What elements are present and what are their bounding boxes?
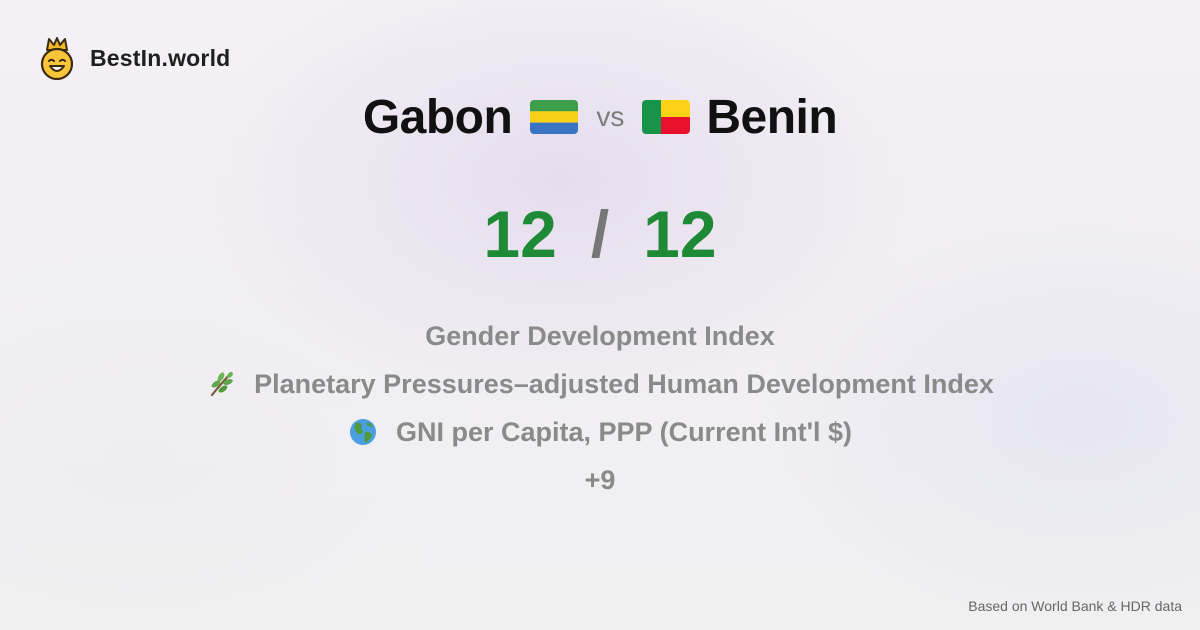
data-source-note: Based on World Bank & HDR data <box>968 598 1182 614</box>
right-score: 12 <box>643 197 717 271</box>
more-metrics-count: +9 <box>584 464 616 495</box>
right-country-name: Benin <box>706 90 838 144</box>
metric-item: GNI per Capita, PPP (Current Int'l $) <box>348 408 852 456</box>
metric-item: Planetary Pressures–adjusted Human Devel… <box>206 360 994 408</box>
metric-label: Planetary Pressures–adjusted Human Devel… <box>254 368 994 399</box>
score-separator: / <box>590 197 610 271</box>
comparison-title: Gabon vs Benin <box>0 86 1200 148</box>
benin-flag-icon <box>642 100 691 134</box>
sprig-icon <box>211 371 234 397</box>
metric-label: Gender Development Index <box>425 320 775 351</box>
brand-name: BestIn.world <box>90 44 231 71</box>
left-score: 12 <box>483 197 557 271</box>
crowned-smiley-icon <box>40 37 74 80</box>
metrics-list: Gender Development Index Planetary Press… <box>0 312 1200 504</box>
score-display: 12 / 12 <box>0 196 1200 272</box>
vs-label: vs <box>596 101 625 132</box>
metric-label: GNI per Capita, PPP (Current Int'l $) <box>396 416 852 447</box>
brand-logo[interactable]: BestIn.world <box>38 36 230 80</box>
globe-icon <box>350 419 376 445</box>
left-country-name: Gabon <box>362 90 513 144</box>
metric-item: Gender Development Index <box>425 312 775 360</box>
gabon-flag-icon <box>530 100 579 134</box>
